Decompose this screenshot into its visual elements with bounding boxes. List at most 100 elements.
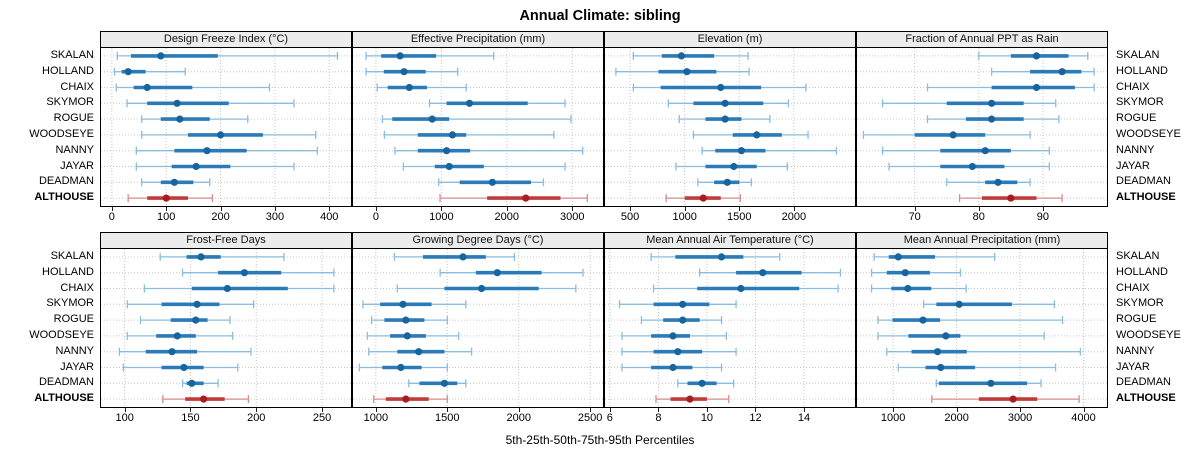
tick-mark [572, 207, 574, 211]
site-label-skalan: SKALAN [50, 49, 94, 61]
percentile-row-skalan [632, 51, 749, 60]
percentile-row-holland [990, 67, 1095, 76]
panel-frost-free-days: Frost-Free Days 100 150 200 250 [100, 232, 352, 426]
percentile-row-deadman [946, 178, 1031, 187]
site-label-jayar: JAYAR [1116, 159, 1150, 172]
tick-mark [609, 408, 611, 412]
site-labels-right-row1: SKALAN HOLLAND CHAIX SKYMOR ROGUE WOODSEYE NAN… [1108, 31, 1200, 225]
percentile-row-skalan [978, 51, 1089, 60]
site-label-rogue: ROGUE [53, 313, 94, 326]
panel-plot [857, 48, 1107, 206]
tick-mark [739, 207, 741, 211]
tick-mark [1083, 408, 1085, 412]
panel-title: Mean Annual Air Temperature (°C) [605, 233, 855, 249]
site-label-althouse: ALTHOUSE [1116, 392, 1176, 405]
percentile-row-woodseye [366, 331, 460, 340]
percentile-row-skymor [428, 99, 566, 108]
tick-label: 0 [372, 211, 379, 223]
tick-label: 2000 [506, 412, 531, 424]
site-label-skalan: SKALAN [1116, 250, 1160, 262]
percentile-row-skymor [922, 300, 1055, 309]
site-label-althouse: ALTHOUSE [34, 191, 94, 204]
site-label-chaix: CHAIX [60, 281, 94, 294]
panel-plot [605, 48, 855, 206]
tick-label: 100 [115, 412, 134, 424]
site-label-deadman: DEADMAN [1116, 175, 1172, 188]
tick-label: 1500 [727, 211, 752, 223]
percentile-row-woodseye [692, 130, 809, 139]
tick-mark [914, 207, 916, 211]
tick-mark [322, 408, 324, 412]
percentile-row-holland [699, 268, 842, 277]
tick-label: 2000 [781, 211, 807, 223]
tick-mark [956, 408, 958, 412]
percentile-row-holland [615, 67, 750, 76]
percentile-row-deadman [438, 178, 545, 187]
site-label-nanny: NANNY [55, 344, 94, 357]
site-labels-left-row2: SKALAN HOLLAND CHAIX SKYMOR ROGUE WOODSEYE NAN… [0, 232, 100, 426]
tick-mark [706, 408, 708, 412]
percentile-row-nanny [118, 347, 252, 356]
percentile-row-nanny [701, 146, 838, 155]
percentile-row-rogue [381, 115, 572, 124]
percentile-row-althouse [958, 194, 1063, 203]
percentile-row-rogue [141, 115, 249, 124]
site-label-woodseye: WOODSEYE [29, 328, 94, 341]
site-label-jayar: JAYAR [1116, 360, 1150, 373]
tick-label: 200 [247, 412, 266, 424]
panel-title: Mean Annual Precipitation (mm) [857, 233, 1107, 249]
site-label-nanny: NANNY [1116, 344, 1155, 357]
tick-label: 2000 [494, 211, 520, 223]
panel-box: Mean Annual Air Temperature (°C) [604, 232, 856, 408]
panel-growing-degree-days-c: Growing Degree Days (°C) 1000 1500 2000 2500 [352, 232, 604, 426]
percentile-row-chaix [632, 83, 807, 92]
percentile-row-deadman [408, 379, 467, 388]
x-axis: 6 8 10 12 14 [604, 408, 856, 426]
tick-label: 3000 [559, 211, 585, 223]
chart-title: Annual Climate: sibling [519, 8, 681, 24]
site-label-althouse: ALTHOUSE [1116, 191, 1176, 204]
tick-label: 1000 [429, 211, 454, 223]
panel-plot [101, 249, 351, 407]
tick-label: 70 [908, 211, 921, 223]
percentile-row-skalan [393, 252, 516, 261]
percentile-row-jayar [358, 363, 448, 372]
tick-mark [1020, 408, 1022, 412]
percentile-row-holland [870, 268, 962, 277]
site-label-jayar: JAYAR [60, 159, 94, 172]
percentile-row-holland [439, 268, 584, 277]
site-label-holland: HOLLAND [1116, 64, 1168, 77]
tick-mark [124, 408, 126, 412]
panel-row-1: SKALAN HOLLAND CHAIX SKYMOR ROGUE WOODSEYE NAN… [0, 31, 1200, 225]
tick-mark [506, 207, 508, 211]
percentile-row-althouse [373, 395, 448, 404]
panel-elevation-m: Elevation (m) 500 1000 1500 2000 [604, 31, 856, 225]
tick-label: 12 [749, 412, 762, 424]
panel-box: Mean Annual Precipitation (mm) [856, 232, 1108, 408]
panel-title: Elevation (m) [605, 32, 855, 48]
panel-title: Effective Precipitation (mm) [353, 32, 603, 48]
percentile-row-chaix [396, 284, 577, 293]
percentile-row-jayar [888, 162, 1050, 171]
panel-plot [353, 249, 603, 407]
x-axis: 1000 1500 2000 2500 [352, 408, 604, 426]
tick-mark [274, 207, 276, 211]
tick-label: 10 [700, 412, 714, 424]
tick-mark [590, 408, 592, 412]
site-label-skalan: SKALAN [50, 250, 94, 262]
tick-mark [658, 408, 660, 412]
tick-mark [893, 408, 895, 412]
percentile-row-jayar [675, 162, 788, 171]
percentile-row-skymor [667, 99, 790, 108]
percentile-row-woodseye [877, 331, 1045, 340]
panel-design-freeze-index-c: Design Freeze Index (°C) 0 100 200 300 400 [100, 31, 352, 225]
tick-label: 4000 [1071, 412, 1096, 424]
tick-label: 2500 [577, 412, 603, 424]
percentile-row-chaix [870, 284, 967, 293]
panel-row-2: SKALAN HOLLAND CHAIX SKYMOR ROGUE WOODSEYE NAN… [0, 232, 1200, 426]
panel-plot [857, 249, 1107, 407]
tick-mark [441, 207, 443, 211]
percentile-row-skymor [881, 99, 1057, 108]
site-label-skalan: SKALAN [1116, 49, 1160, 61]
percentile-row-rogue [139, 316, 231, 325]
